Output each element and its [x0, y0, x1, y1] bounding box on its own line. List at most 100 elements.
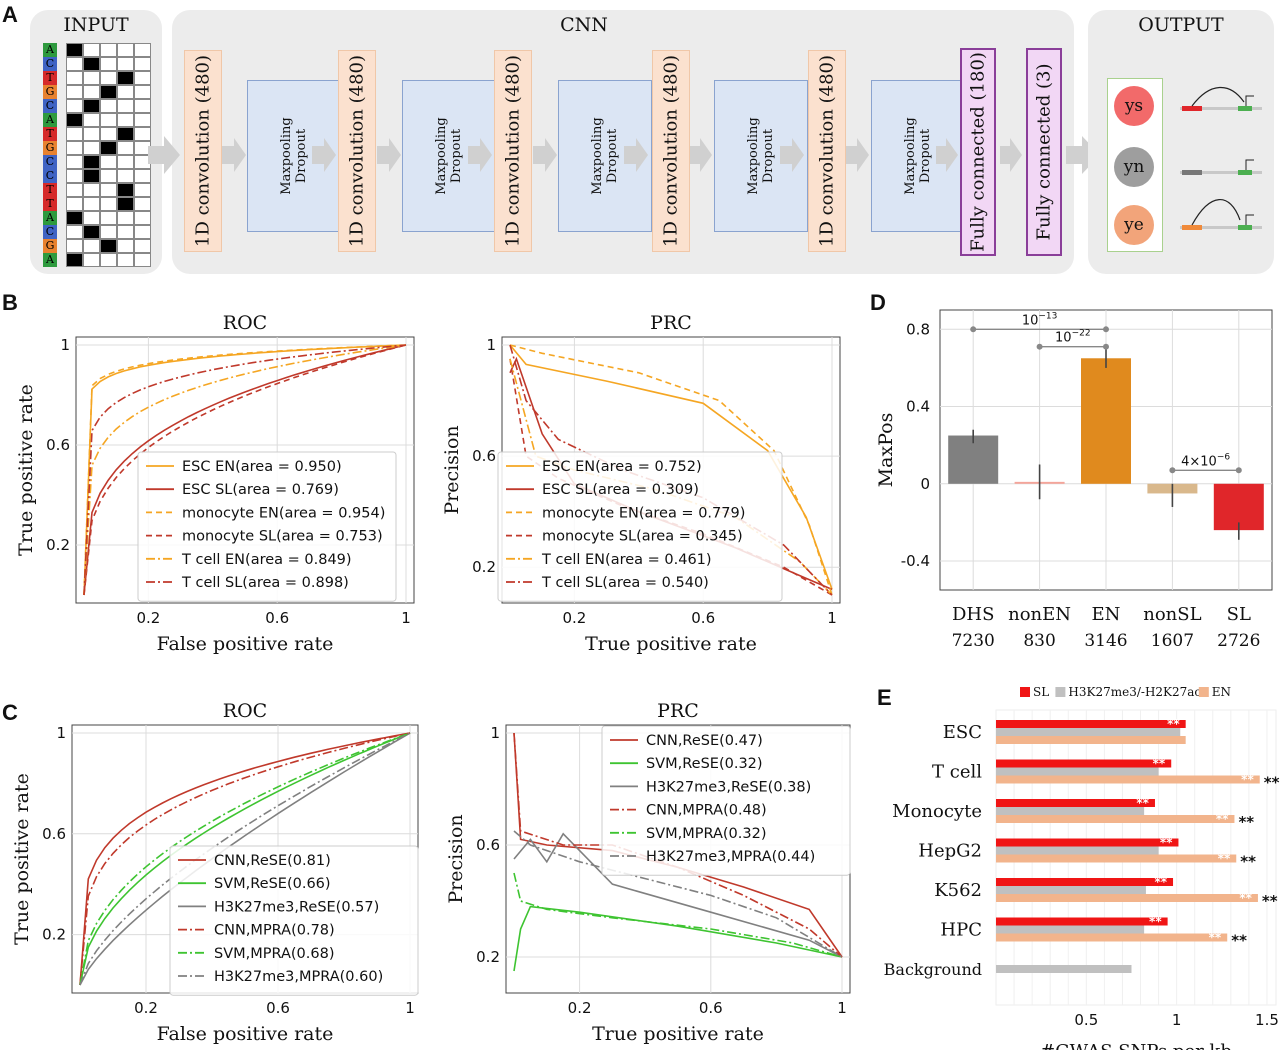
outer-significance: ** [1231, 932, 1247, 950]
one-hot-cell [83, 85, 100, 99]
one-hot-cell [134, 71, 151, 85]
bar-H3K27me3/-H2K27ac [996, 767, 1159, 776]
category-label: HepG2 [918, 841, 982, 862]
category-label: Background [884, 960, 982, 979]
one-hot-cell [134, 253, 151, 267]
sequence-base: C [43, 225, 57, 239]
one-hot-cell [100, 183, 117, 197]
legend-label: T cell EN(area = 0.461) [541, 552, 712, 568]
series-line-2 [513, 905, 843, 972]
x-axis-label: True positive rate [585, 633, 757, 655]
one-hot-cell [66, 127, 83, 141]
series-line-6 [83, 344, 407, 596]
y-tick-label: 0 [920, 475, 930, 493]
series-line-5 [83, 344, 407, 596]
sequence-base: A [43, 113, 57, 127]
inner-significance: ** [1160, 836, 1173, 850]
y-axis-label: Precision [445, 814, 467, 903]
x-tick-label: EN [1092, 604, 1121, 625]
chart-title: PRC [657, 700, 699, 722]
chart-b-prc: 0.2 0.6 1 0.2 0.6 1 PRC True positive rate Preci… [441, 312, 841, 655]
sequence-base: C [43, 99, 57, 113]
one-hot-cell [100, 197, 117, 211]
one-hot-cell [83, 253, 100, 267]
input-title: INPUT [63, 14, 129, 36]
one-hot-cell [83, 239, 100, 253]
arrow-3 [312, 138, 336, 172]
one-hot-cell [66, 141, 83, 155]
y-tick-label: 1 [60, 336, 70, 354]
conv-layer-4: 1D convolution (480) [652, 50, 690, 252]
y-tick-label: 0.2 [42, 926, 66, 944]
one-hot-cell [66, 113, 83, 127]
one-hot-cell [83, 197, 100, 211]
count-label: 1607 [1151, 631, 1194, 651]
bracket-end [1036, 343, 1043, 350]
category-label: Monocyte [892, 801, 982, 822]
series-line-2 [79, 732, 411, 986]
one-hot-cell [66, 99, 83, 113]
legend-label: monocyte SL(area = 0.753) [182, 529, 383, 545]
panel-label-b: B [2, 290, 18, 315]
sequence-base: T [43, 127, 57, 141]
count-label: 2726 [1217, 631, 1260, 651]
series-line-6 [513, 830, 843, 958]
one-hot-cell [66, 197, 83, 211]
one-hot-cell [66, 253, 83, 267]
one-hot-cell [66, 211, 83, 225]
chart-title: ROC [223, 700, 267, 722]
one-hot-cell [117, 141, 134, 155]
y-tick-label: 0.6 [46, 436, 70, 454]
bracket-end [1169, 467, 1176, 474]
outer-significance: ** [1238, 813, 1254, 831]
sequence-base: T [43, 197, 57, 211]
one-hot-cell [100, 169, 117, 183]
one-hot-cell [83, 155, 100, 169]
bar-DHS [948, 435, 999, 484]
series-line-1 [79, 732, 411, 986]
series-line-3 [509, 344, 833, 596]
one-hot-cell [100, 99, 117, 113]
legend-label: H3K27me3,MPRA(0.60) [214, 969, 383, 985]
one-hot-cell [117, 253, 134, 267]
output-yn: yn [1114, 147, 1154, 187]
legend-box [497, 451, 783, 602]
legend-box [601, 725, 851, 876]
x-tick-label: nonSL [1143, 604, 1201, 625]
one-hot-cell [83, 99, 100, 113]
sequence-base: C [43, 155, 57, 169]
x-axis-label: False positive rate [157, 1023, 334, 1045]
y-tick-label: 0.2 [476, 948, 500, 966]
one-hot-cell [100, 71, 117, 85]
one-hot-cell [117, 71, 134, 85]
sequence-base: T [43, 183, 57, 197]
sequence-base: G [43, 85, 57, 99]
series-line-4 [509, 358, 833, 596]
series-line-4 [79, 732, 411, 986]
y-tick-label: 0.2 [46, 536, 70, 554]
x-axis-label: #GWAS SNPs per kb [1040, 1041, 1232, 1050]
x-tick-label: 0.6 [699, 999, 723, 1017]
one-hot-cell [134, 225, 151, 239]
bracket-end [1103, 343, 1109, 350]
bar-SL [996, 720, 1186, 728]
one-hot-cell [117, 43, 134, 57]
one-hot-cell [100, 211, 117, 225]
legend-box [169, 845, 419, 996]
one-hot-cell [100, 57, 117, 71]
bar-H3K27me3/-H2K27ac [996, 886, 1146, 894]
legend-label: CNN,MPRA(0.48) [646, 803, 767, 819]
one-hot-cell [134, 43, 151, 57]
legend-label: EN [1212, 685, 1231, 699]
arrow-1 [148, 136, 180, 174]
one-hot-cell [117, 225, 134, 239]
schematic-ye [1180, 199, 1262, 230]
one-hot-cell [66, 57, 83, 71]
bar-H3K27me3/-H2K27ac [996, 728, 1181, 736]
one-hot-cell [117, 155, 134, 169]
x-tick-label: 0.2 [568, 999, 592, 1017]
one-hot-cell [117, 197, 134, 211]
count-label: 3146 [1084, 631, 1127, 651]
legend-label: H3K27me3,MPRA(0.44) [646, 849, 815, 865]
bar-SL [996, 838, 1179, 847]
